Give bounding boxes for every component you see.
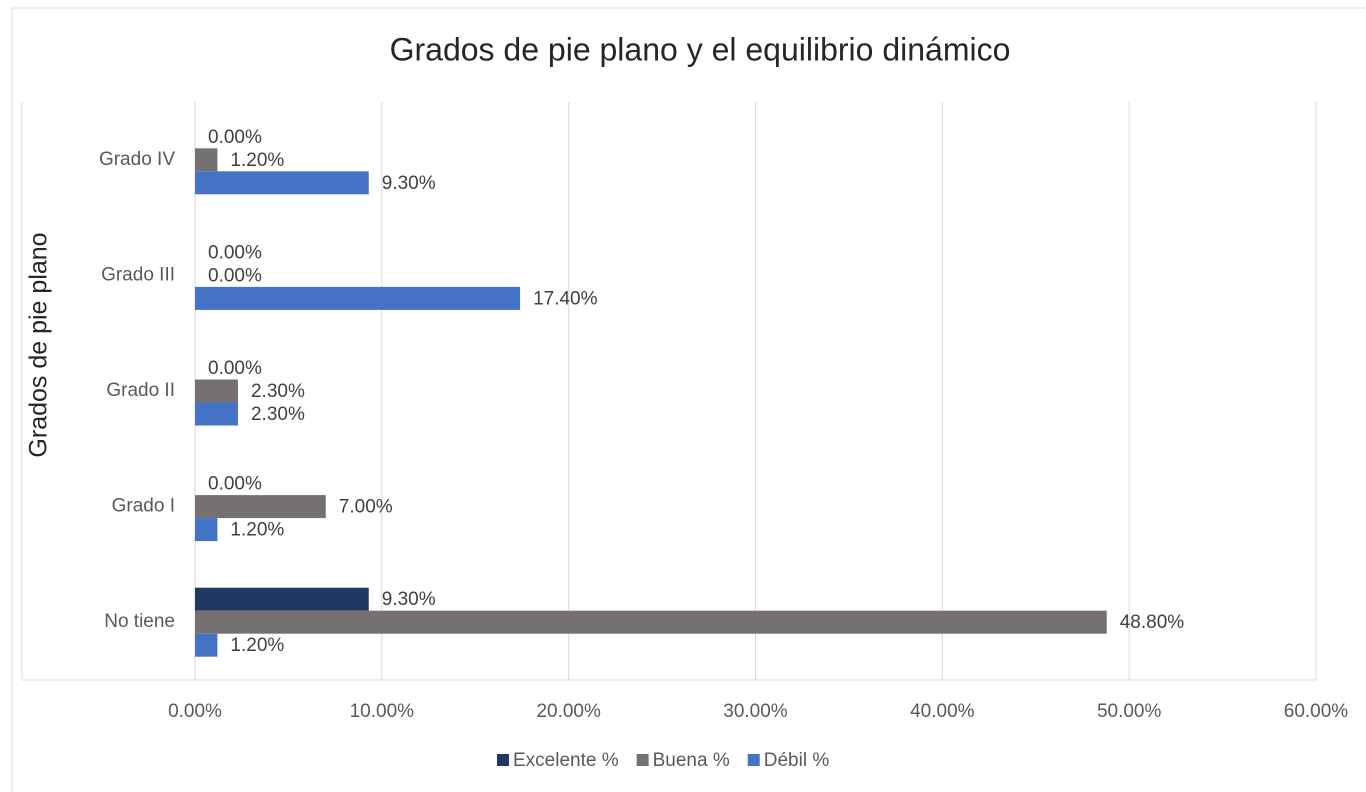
legend-swatch (747, 754, 760, 766)
data-label: 1.20% (230, 635, 284, 656)
bar (195, 286, 521, 310)
data-label: 0.00% (208, 127, 262, 148)
legend-label: Buena % (653, 750, 730, 771)
data-label: 1.20% (230, 150, 284, 171)
data-label: 2.30% (251, 404, 305, 425)
y-tick-label: Grado II (106, 380, 175, 401)
x-tick-label: 0.00% (168, 701, 222, 722)
data-label: 9.30% (382, 589, 436, 610)
bar (195, 610, 1107, 634)
data-label: 17.40% (533, 288, 598, 309)
legend-label: Excelente % (513, 750, 619, 771)
legend-swatch (497, 754, 509, 766)
x-tick-label: 10.00% (350, 701, 415, 722)
data-label: 0.00% (208, 474, 262, 495)
data-label: 1.20% (230, 520, 284, 541)
x-tick-label: 30.00% (723, 701, 788, 722)
bar (195, 171, 369, 195)
data-label: 48.80% (1120, 612, 1185, 633)
y-tick-label: Grado IV (99, 149, 175, 170)
y-tick-label: No tiene (104, 611, 175, 632)
data-label: 7.00% (339, 497, 393, 518)
bar (195, 402, 238, 426)
chart-title: Grados de pie plano y el equilibrio diná… (390, 31, 1011, 67)
x-tick-label: 40.00% (910, 701, 975, 722)
data-label: 0.00% (208, 265, 262, 286)
data-label: 0.00% (208, 242, 262, 263)
bar (195, 379, 238, 403)
y-axis-label: Grados de pie plano (25, 232, 53, 457)
data-label: 0.00% (208, 358, 262, 379)
legend-swatch (636, 754, 649, 766)
data-label: 9.30% (382, 173, 436, 194)
legend-label: Débil % (764, 750, 830, 771)
y-tick-label: Grado III (101, 264, 175, 285)
bar (195, 587, 369, 611)
bar (195, 148, 218, 172)
bar (195, 518, 218, 542)
data-label: 2.30% (251, 381, 305, 402)
x-tick-label: 50.00% (1097, 701, 1162, 722)
bar (195, 495, 326, 519)
x-tick-label: 60.00% (1284, 701, 1349, 722)
y-tick-label: Grado I (112, 496, 175, 517)
bar (195, 633, 218, 657)
x-tick-label: 20.00% (536, 701, 601, 722)
